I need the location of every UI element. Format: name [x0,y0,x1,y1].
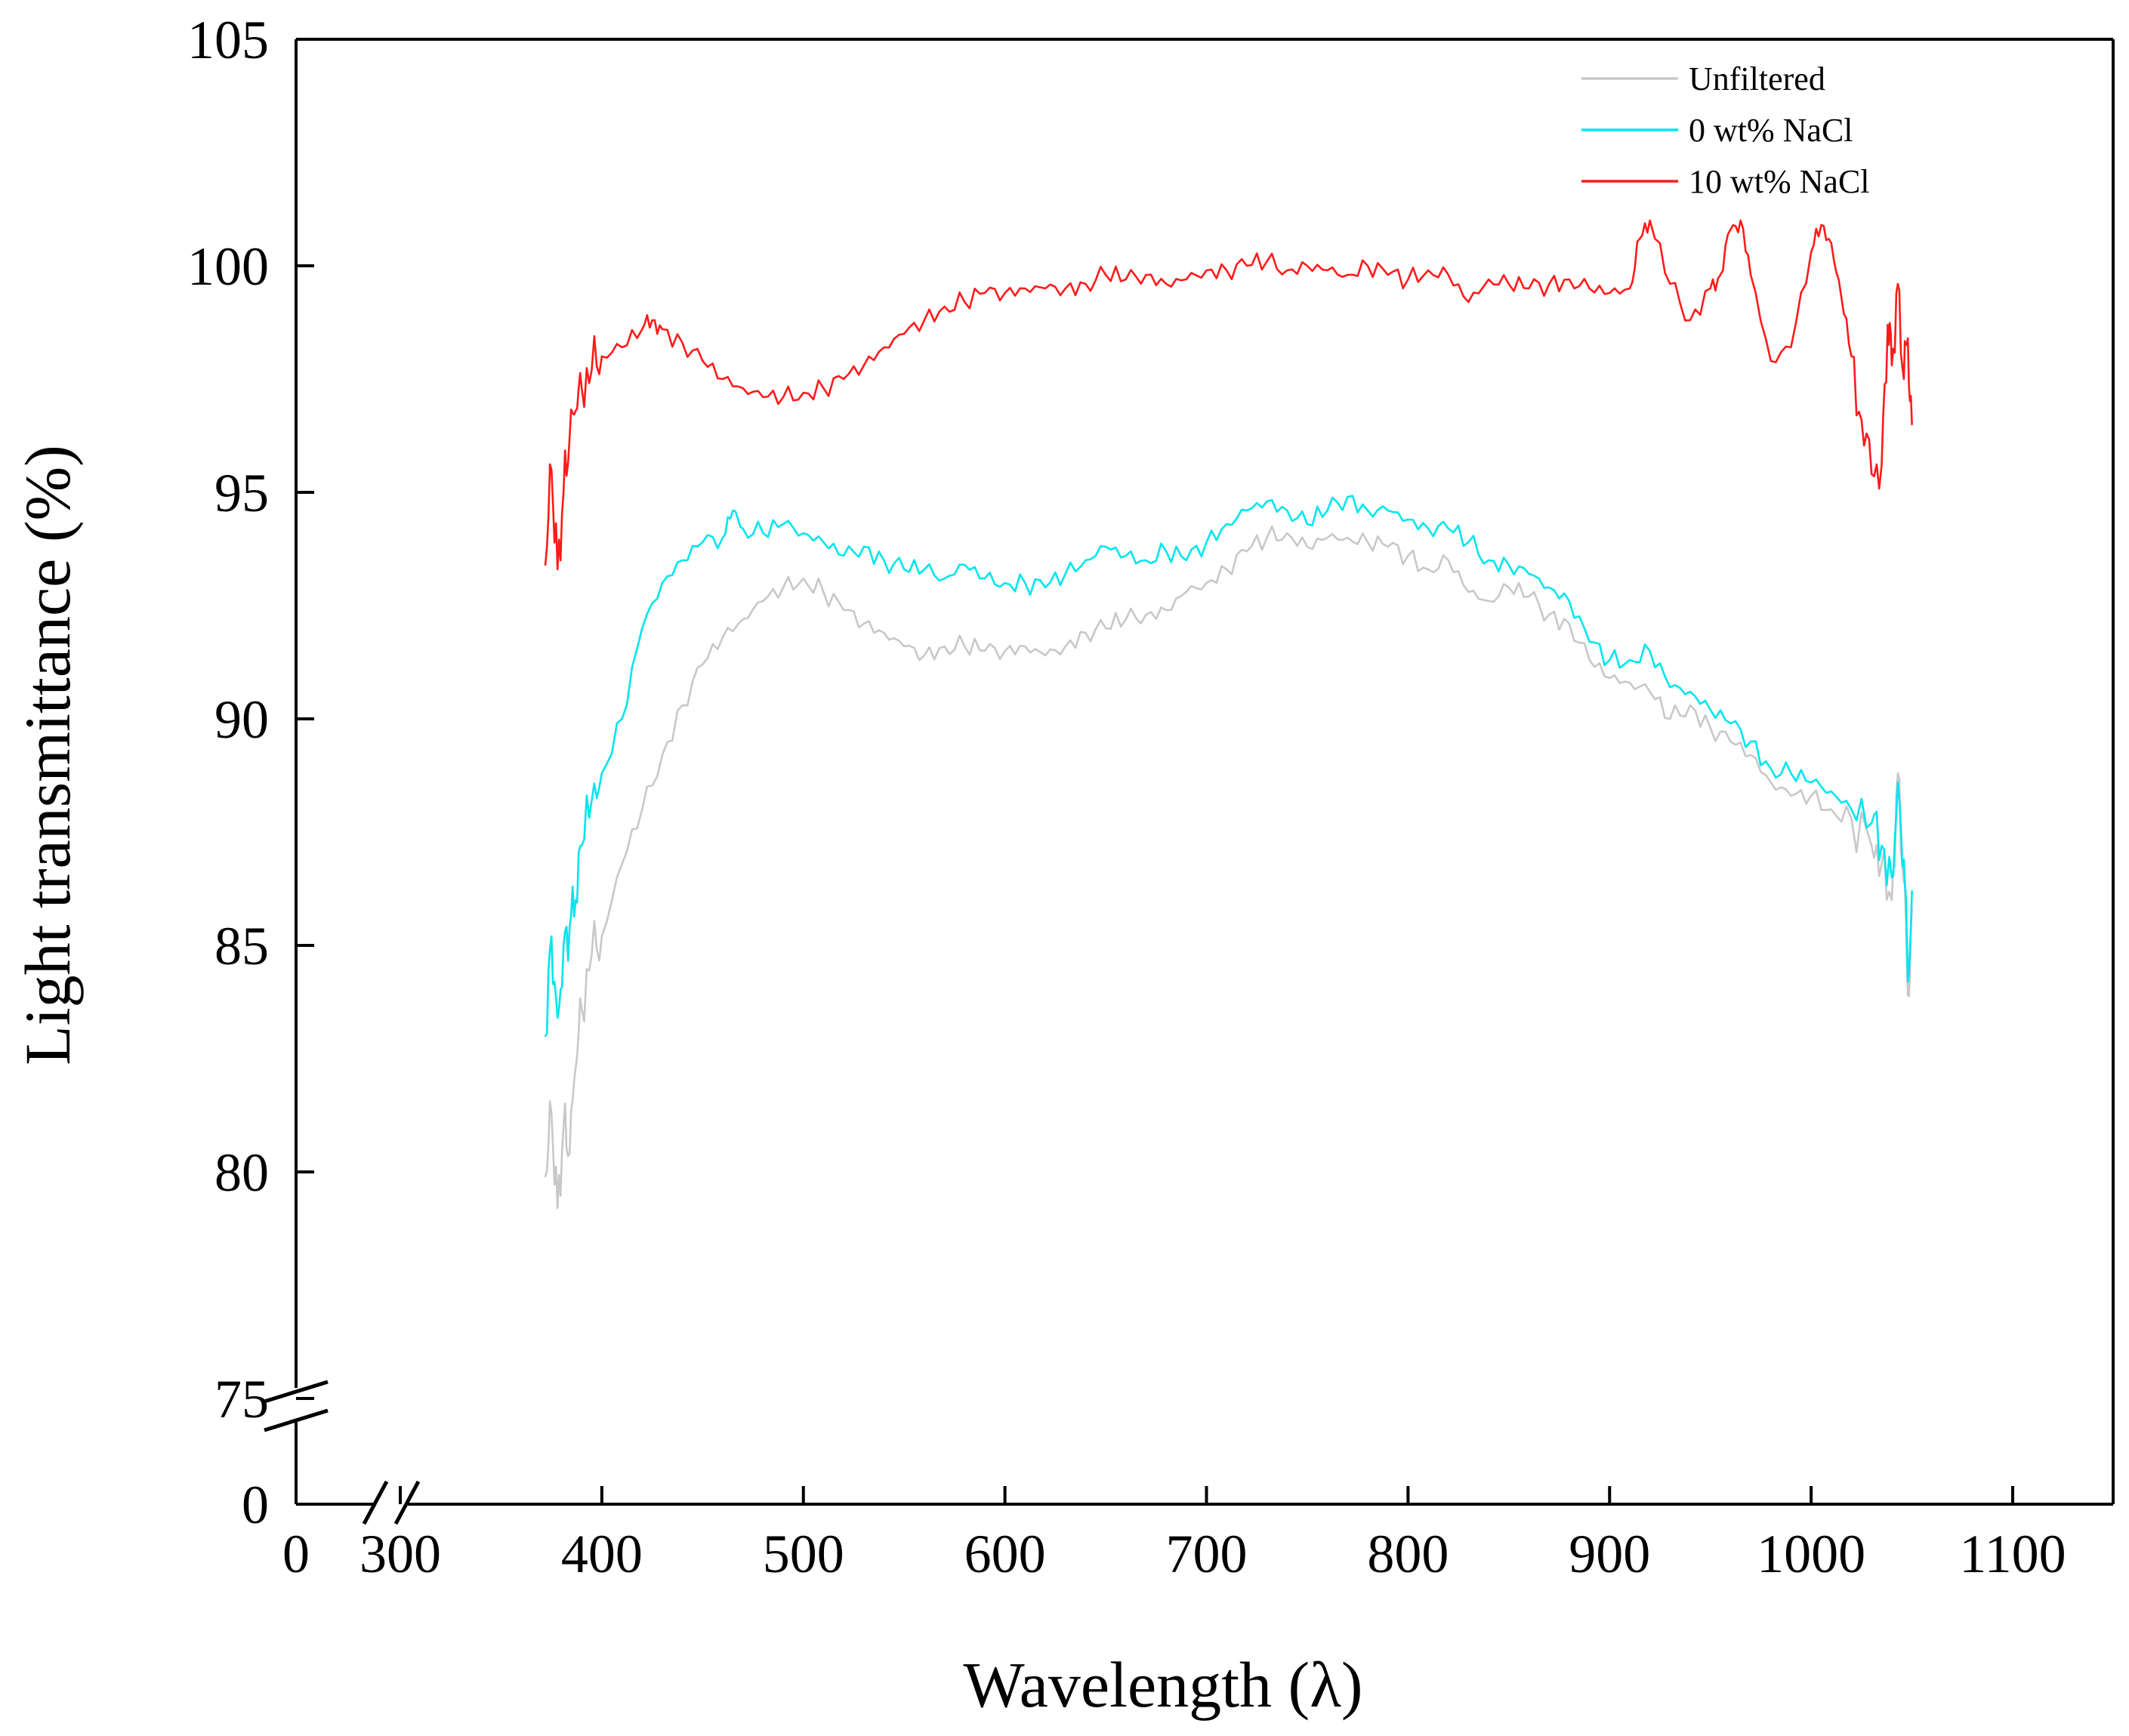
legend: Unfiltered 0 wt% NaCl 10 wt% NaCl [1581,60,1870,200]
legend-label-0: Unfiltered [1689,60,1825,97]
y-axis-title: Light transmittance (%) [11,445,84,1065]
plot-series [544,219,1913,1210]
y-tick-label: 105 [187,10,269,70]
y-axis-ticks: 0 75 80 85 90 95 100 105 [187,10,314,1535]
x-tick-label: 600 [964,1524,1046,1584]
y-tick-label: 100 [187,236,269,297]
series-line-0 [544,525,1913,1210]
y-tick-label: 80 [214,1142,269,1203]
y-tick-label: 95 [214,463,269,523]
series-line-1 [544,495,1913,1038]
y-axis-break-mark-1 [264,1380,329,1404]
x-axis-ticks: 0 300 400 500 600 700 800 900 1000 1100 [282,1486,2066,1584]
x-tick-label: 0 [282,1524,310,1584]
x-axis-break-mark-1 [362,1480,389,1525]
x-tick-label: 1100 [1959,1524,2066,1584]
x-tick-label: 500 [763,1524,844,1584]
y-tick-label: 75 [214,1369,269,1429]
axes [264,38,2115,1525]
legend-label-2: 10 wt% NaCl [1689,163,1870,200]
x-axis-break-mark-2 [393,1480,421,1525]
legend-label-1: 0 wt% NaCl [1689,112,1853,149]
y-tick-label: 0 [242,1475,269,1535]
y-tick-label: 90 [214,689,269,750]
x-tick-label: 300 [359,1524,441,1584]
x-axis-title: Wavelength (λ) [963,1648,1362,1721]
y-axis-break-mark-2 [264,1408,329,1432]
x-tick-label: 700 [1166,1524,1248,1584]
x-tick-label: 400 [561,1524,643,1584]
x-tick-label: 1000 [1757,1524,1865,1584]
series-line-2 [544,219,1913,571]
y-tick-label: 85 [214,916,269,976]
x-tick-label: 800 [1367,1524,1449,1584]
x-tick-label: 900 [1569,1524,1650,1584]
